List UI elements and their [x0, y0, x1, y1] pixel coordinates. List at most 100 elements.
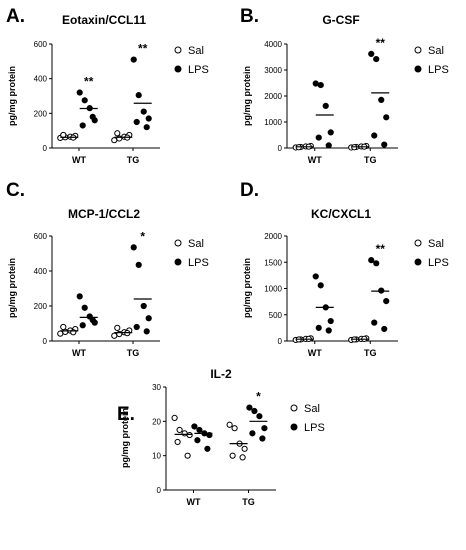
data-point [315, 134, 322, 141]
data-point [373, 260, 380, 267]
data-point [327, 317, 334, 325]
significance-label: ** [376, 36, 386, 50]
data-point [259, 435, 266, 442]
data-point [145, 315, 152, 322]
data-point [231, 425, 238, 432]
data-point [381, 141, 388, 148]
data-point [317, 81, 324, 89]
data-point [383, 114, 390, 121]
y-tick-label: 0 [278, 144, 283, 153]
y-axis-label: pg/mg protein [7, 258, 17, 318]
data-point [133, 118, 140, 126]
panel-title: IL-2 [210, 367, 232, 381]
legend-marker [414, 258, 422, 266]
data-point [315, 324, 322, 331]
data-point [312, 273, 319, 280]
legend-label: Sal [304, 403, 320, 415]
y-tick-label: 10 [152, 452, 161, 461]
panel-letter: C. [6, 180, 25, 201]
data-point [79, 122, 86, 129]
y-tick-label: 0 [157, 486, 162, 495]
data-point [325, 142, 332, 149]
x-tick-label: TG [127, 348, 140, 358]
data-point [256, 413, 263, 420]
significance-label: ** [376, 242, 386, 256]
data-point [226, 421, 233, 428]
data-point [186, 431, 193, 439]
legend-marker [290, 404, 298, 412]
data-point [176, 426, 183, 434]
x-tick-label: WT [187, 497, 201, 507]
panel-title: KC/CXCL1 [311, 207, 371, 221]
y-tick-label: 4000 [264, 40, 282, 49]
data-point [114, 130, 121, 137]
data-point [89, 316, 96, 324]
significance-label: ** [84, 75, 94, 89]
data-point [79, 322, 86, 329]
panel-title: G-CSF [322, 13, 359, 27]
panel-letter: B. [240, 6, 259, 27]
panel-letter: E. [117, 404, 135, 425]
data-point [76, 293, 83, 300]
data-point [325, 327, 332, 334]
data-point [111, 332, 118, 339]
y-tick-label: 600 [34, 232, 48, 241]
y-tick-label: 3000 [264, 66, 282, 75]
data-point [111, 137, 118, 144]
data-point [371, 319, 378, 326]
data-point [143, 328, 150, 335]
legend-label: LPS [188, 64, 209, 76]
data-point [81, 304, 88, 311]
data-point [378, 96, 385, 104]
data-point [171, 414, 178, 421]
y-tick-label: 2000 [264, 92, 282, 101]
y-tick-label: 1500 [264, 258, 282, 267]
data-point [249, 430, 256, 437]
legend-label: LPS [188, 257, 209, 269]
data-point [229, 452, 236, 459]
y-tick-label: 1000 [264, 285, 282, 294]
data-point [322, 102, 329, 109]
y-tick-label: 500 [269, 311, 283, 320]
data-point [317, 282, 324, 289]
panel-title: Eotaxin/CCL11 [62, 13, 146, 27]
data-point [143, 124, 150, 131]
data-point [81, 97, 88, 104]
data-point [116, 135, 123, 142]
y-axis-label: pg/mg protein [242, 66, 252, 126]
data-point [135, 92, 142, 99]
legend-marker [174, 65, 182, 73]
significance-label: ** [138, 42, 148, 56]
data-point [130, 56, 137, 63]
y-tick-label: 30 [152, 383, 161, 392]
data-point [145, 115, 152, 122]
data-point [196, 426, 203, 434]
x-tick-label: WT [72, 348, 86, 358]
x-tick-label: TG [242, 497, 255, 507]
legend-marker [414, 65, 422, 73]
y-tick-label: 1000 [264, 118, 282, 127]
data-point [241, 445, 248, 452]
y-axis-label: pg/mg protein [242, 258, 252, 318]
panel-letter: D. [240, 180, 259, 201]
data-point [140, 302, 147, 310]
y-tick-label: 0 [43, 144, 48, 153]
legend-marker [290, 423, 298, 431]
data-point [174, 438, 181, 446]
x-tick-label: TG [364, 155, 377, 165]
y-tick-label: 0 [43, 337, 48, 346]
data-point [60, 323, 67, 331]
x-tick-label: TG [127, 155, 140, 165]
data-point [57, 330, 64, 337]
legend-label: Sal [428, 45, 444, 57]
data-point [261, 425, 268, 432]
data-point [76, 89, 83, 96]
y-tick-label: 400 [34, 75, 48, 84]
x-tick-label: WT [308, 348, 322, 358]
y-tick-label: 600 [34, 40, 48, 49]
legend-marker [174, 46, 182, 54]
data-point [239, 454, 246, 461]
data-point [246, 404, 253, 411]
data-point [368, 50, 375, 57]
y-tick-label: 400 [34, 267, 48, 276]
